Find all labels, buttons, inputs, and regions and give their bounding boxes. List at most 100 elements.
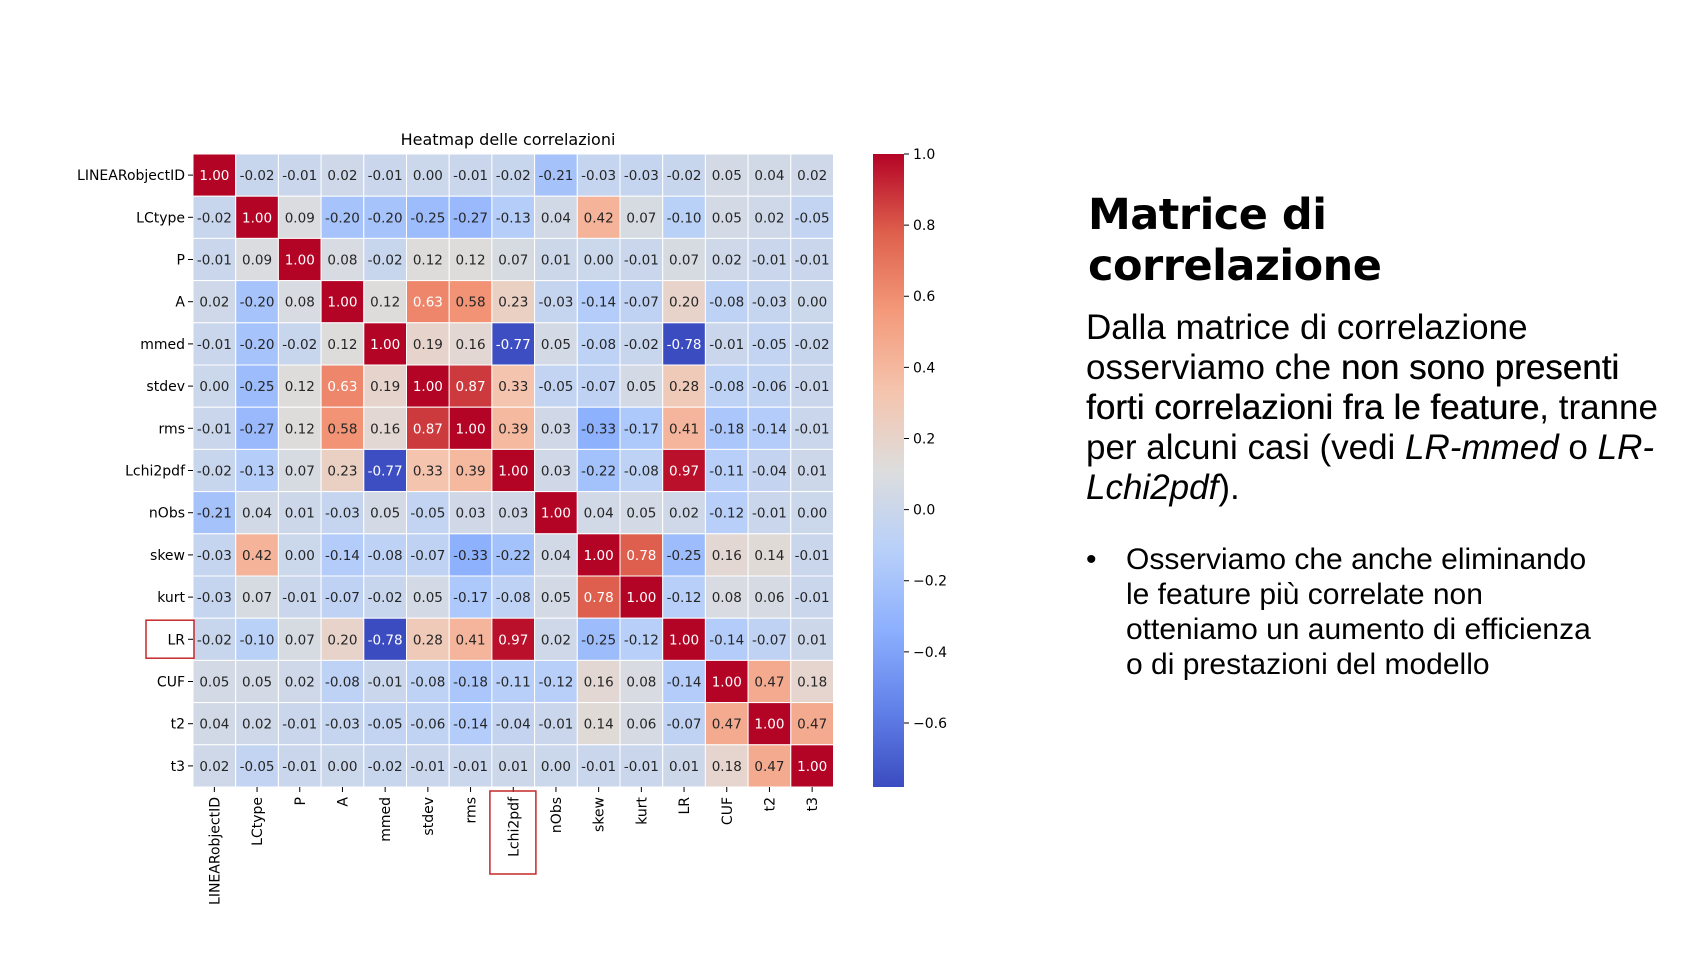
heatmap-cell bbox=[619, 491, 664, 535]
cell-value-label: -0.08 bbox=[368, 548, 403, 564]
heatmap-cell bbox=[406, 744, 450, 788]
body-italic-1: LR-mmed bbox=[1405, 428, 1559, 467]
cell-value-label: -0.14 bbox=[453, 717, 488, 733]
cell-value-label: 1.00 bbox=[413, 379, 443, 395]
cell-value-label: 0.28 bbox=[669, 379, 699, 395]
heatmap-cell bbox=[192, 237, 237, 282]
heatmap-cell bbox=[747, 195, 792, 239]
cell-value-label: 0.05 bbox=[712, 168, 742, 184]
cell-value-label: -0.02 bbox=[282, 337, 317, 353]
cell-value-label: 0.00 bbox=[797, 295, 827, 311]
body-emphasis: non sono presenti forti correlazioni fra… bbox=[1086, 348, 1620, 427]
heatmap-cell bbox=[576, 533, 621, 577]
heatmap-cell bbox=[235, 448, 279, 493]
heatmap-cell bbox=[235, 153, 279, 197]
heatmap-cell bbox=[235, 364, 279, 408]
heatmap-cell bbox=[576, 153, 621, 197]
y-tick-label: mmed bbox=[140, 337, 185, 353]
cell-value-label: 0.04 bbox=[541, 548, 571, 564]
cell-value-label: 0.07 bbox=[242, 590, 272, 606]
heatmap-cell bbox=[192, 153, 237, 197]
cell-value-label: -0.05 bbox=[752, 337, 787, 353]
slide-title: Matrice di correlazione bbox=[1088, 190, 1648, 292]
cell-value-label: -0.01 bbox=[197, 421, 232, 437]
cell-value-label: 0.08 bbox=[327, 253, 357, 269]
cell-value-label: 0.01 bbox=[669, 759, 699, 775]
body-text-3: o bbox=[1558, 428, 1598, 467]
heatmap-cell bbox=[790, 322, 834, 366]
heatmap-cell bbox=[704, 406, 749, 450]
cell-value-label: 0.01 bbox=[797, 464, 827, 480]
heatmap-cell bbox=[662, 237, 706, 282]
cell-value-label: -0.01 bbox=[795, 253, 830, 269]
cell-value-label: 0.47 bbox=[797, 717, 827, 733]
heatmap-cell bbox=[192, 575, 237, 619]
slide-body: Dalla matrice di correlazione osserviamo… bbox=[1086, 308, 1661, 508]
cell-value-label: -0.01 bbox=[410, 759, 445, 775]
y-tick-label: LR bbox=[167, 632, 185, 648]
heatmap-cell bbox=[192, 617, 237, 661]
cell-value-label: -0.02 bbox=[197, 464, 232, 480]
cell-value-label: -0.07 bbox=[410, 548, 445, 564]
cell-value-label: -0.06 bbox=[410, 717, 445, 733]
heatmap-cell bbox=[790, 702, 834, 746]
body-text-2: , tranne per alcuni casi (vedi bbox=[1086, 388, 1658, 467]
cell-value-label: 1.00 bbox=[626, 590, 656, 606]
cell-value-label: -0.01 bbox=[538, 717, 573, 733]
highlight-box-lr bbox=[145, 619, 195, 659]
heatmap-cell bbox=[235, 280, 279, 324]
cell-value-label: -0.07 bbox=[325, 590, 360, 606]
cell-value-label: -0.02 bbox=[197, 210, 232, 226]
heatmap-cell bbox=[320, 702, 365, 746]
heatmap-cell bbox=[790, 575, 834, 619]
heatmap-cell bbox=[406, 575, 450, 619]
cell-value-label: 1.00 bbox=[370, 337, 400, 353]
heatmap-cell bbox=[320, 280, 365, 324]
cell-value-label: -0.12 bbox=[709, 506, 744, 522]
cell-value-label: -0.02 bbox=[197, 632, 232, 648]
y-tick-label: t3 bbox=[171, 759, 185, 775]
heatmap-cell bbox=[576, 448, 621, 493]
cell-value-label: -0.08 bbox=[624, 464, 659, 480]
x-tick-label: t3 bbox=[805, 797, 821, 811]
cell-value-label: -0.01 bbox=[282, 717, 317, 733]
cell-value-label: -0.05 bbox=[240, 759, 275, 775]
cell-value-label: -0.25 bbox=[667, 548, 702, 564]
cell-value-label: 0.04 bbox=[754, 168, 784, 184]
cell-value-label: -0.07 bbox=[581, 379, 616, 395]
cell-value-label: 0.02 bbox=[199, 295, 229, 311]
cell-value-label: 0.39 bbox=[498, 421, 528, 437]
cell-value-label: 0.20 bbox=[669, 295, 699, 311]
cell-value-label: -0.33 bbox=[581, 421, 616, 437]
heatmap-cell bbox=[662, 195, 706, 239]
heatmap-cell bbox=[320, 364, 365, 408]
cell-value-label: -0.17 bbox=[453, 590, 488, 606]
correlation-heatmap: Heatmap delle correlazioni 1.00 -0.02 -0.0… bbox=[77, 130, 947, 905]
cell-value-label: 0.05 bbox=[541, 590, 571, 606]
heatmap-cell bbox=[747, 153, 792, 197]
cell-value-label: 0.05 bbox=[541, 337, 571, 353]
cell-value-label: 0.33 bbox=[413, 464, 443, 480]
cell-value-label: 0.02 bbox=[797, 168, 827, 184]
cell-value-label: 0.05 bbox=[626, 379, 656, 395]
heatmap-cell bbox=[619, 280, 664, 324]
y-tick-label: A bbox=[175, 295, 185, 311]
heatmap-cell bbox=[491, 322, 536, 366]
cell-value-label: 0.02 bbox=[327, 168, 357, 184]
heatmap-cell bbox=[491, 491, 536, 535]
heatmap-cell bbox=[192, 744, 237, 788]
cell-value-label: -0.08 bbox=[709, 379, 744, 395]
cell-value-label: 1.00 bbox=[456, 421, 486, 437]
cell-value-label: 0.58 bbox=[456, 295, 486, 311]
cell-value-label: -0.14 bbox=[752, 421, 787, 437]
cell-value-label: 0.47 bbox=[754, 759, 784, 775]
cell-value-label: -0.14 bbox=[709, 632, 744, 648]
cell-value-label: -0.02 bbox=[496, 168, 531, 184]
heatmap-cell bbox=[320, 533, 365, 577]
cell-value-label: 0.47 bbox=[712, 717, 742, 733]
heatmap-cell bbox=[576, 364, 621, 408]
heatmap-cell bbox=[320, 322, 365, 366]
colorbar-tick-label: 0.4 bbox=[913, 360, 935, 376]
cell-value-label: 0.07 bbox=[285, 464, 315, 480]
x-tick-label: LR bbox=[677, 797, 693, 815]
